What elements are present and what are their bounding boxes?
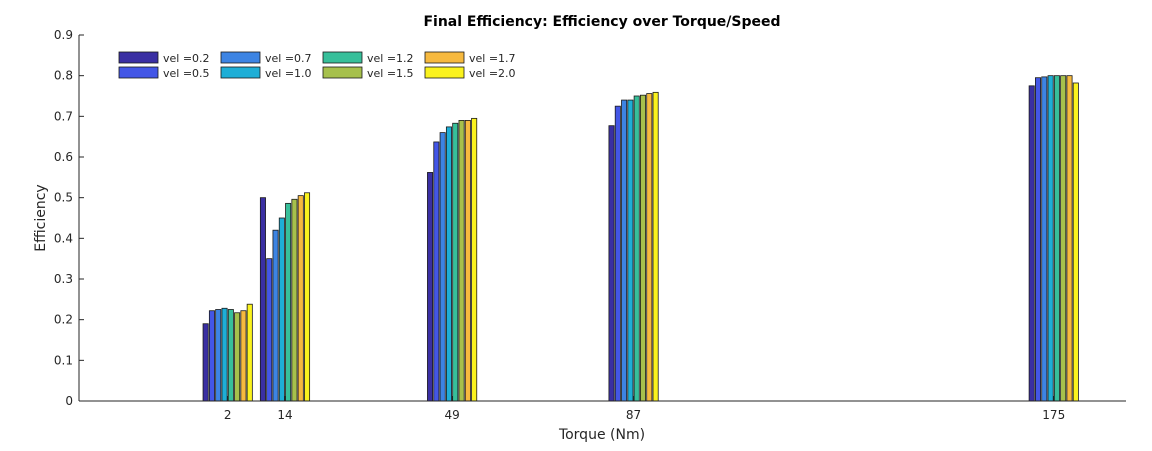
bar-175-2: [1035, 77, 1042, 402]
bar-14-8: [304, 192, 311, 402]
bar-49-1: [427, 172, 434, 402]
bar-2-8: [246, 303, 253, 402]
y-tick-label: 0.4: [54, 231, 73, 245]
y-tick-label: 0.7: [54, 109, 73, 123]
legend-swatch: [424, 51, 465, 64]
x-axis-title: Torque (Nm): [558, 427, 645, 443]
bar-87-5: [633, 95, 640, 402]
bar-87-3: [621, 99, 628, 402]
bar-175-4: [1047, 75, 1054, 402]
y-tick-label: 0: [65, 394, 73, 408]
bar-49-7: [464, 120, 471, 402]
y-tick-label: 0.9: [54, 28, 73, 42]
bar-87-1: [608, 125, 615, 402]
legend-label: vel =0.7: [265, 52, 312, 65]
bar-14-7: [297, 195, 304, 402]
bar-87-7: [646, 93, 653, 402]
bar-175-1: [1028, 85, 1035, 402]
bar-group: [202, 75, 1079, 402]
legend-swatch: [424, 66, 465, 79]
bar-2-7: [240, 310, 247, 402]
bar-14-4: [278, 217, 285, 402]
y-tick-label: 0.6: [54, 150, 73, 164]
bar-14-6: [291, 198, 298, 402]
legend-label: vel =2.0: [469, 67, 516, 80]
legend-swatch: [118, 66, 159, 79]
y-tick-label: 0.3: [54, 272, 73, 286]
legend-label: vel =1.5: [367, 67, 414, 80]
bar-87-8: [652, 91, 659, 402]
y-tick-label: 0.1: [54, 353, 73, 367]
bar-2-5: [227, 309, 234, 402]
legend-swatch: [322, 51, 363, 64]
bar-2-1: [202, 323, 209, 402]
bar-49-2: [433, 141, 440, 402]
bar-14-5: [285, 202, 292, 402]
bar-49-3: [439, 132, 446, 402]
x-tick-label: 2: [224, 408, 232, 422]
legend-label: vel =0.2: [163, 52, 210, 65]
y-axis-title: Efficiency: [33, 184, 49, 251]
bar-175-8: [1072, 82, 1079, 402]
legend: vel =0.2 vel =0.5 vel =0.7 vel =1.0 vel =1.2…: [118, 51, 516, 80]
legend-swatch: [220, 66, 261, 79]
y-tick-label: 0.2: [54, 313, 73, 327]
bar-2-2: [208, 310, 215, 402]
x-tick-label: 49: [444, 408, 459, 422]
bar-2-3: [215, 309, 222, 402]
bar-14-1: [259, 197, 266, 402]
legend-label: vel =1.2: [367, 52, 414, 65]
legend-swatch: [220, 51, 261, 64]
bar-49-8: [471, 117, 478, 402]
bar-175-3: [1041, 76, 1048, 402]
x-tick-label: 87: [626, 408, 641, 422]
legend-swatch: [118, 51, 159, 64]
x-tick-label: 175: [1042, 408, 1065, 422]
legend-label: vel =1.7: [469, 52, 516, 65]
bar-175-6: [1060, 75, 1067, 402]
axes: 0 0.1 0.2 0.3 0.4 0.5 0.6 0.7 0.8 0.9 2 14 49 87 175: [54, 28, 1126, 422]
bar-14-3: [272, 229, 279, 402]
bar-2-4: [221, 307, 228, 402]
bar-175-7: [1066, 75, 1073, 402]
bar-49-6: [458, 120, 465, 402]
legend-label: vel =0.5: [163, 67, 210, 80]
y-tick-label: 0.8: [54, 69, 73, 83]
bar-49-4: [445, 126, 452, 402]
bar-87-6: [640, 94, 647, 402]
bar-14-2: [266, 258, 273, 402]
bar-87-4: [627, 99, 634, 402]
bar-2-6: [234, 312, 241, 402]
legend-label: vel =1.0: [265, 67, 312, 80]
chart-title: Final Efficiency: Efficiency over Torque…: [423, 14, 780, 30]
legend-swatch: [322, 66, 363, 79]
bar-175-5: [1053, 75, 1060, 402]
bar-87-2: [614, 105, 621, 402]
x-tick-label: 14: [277, 408, 292, 422]
y-tick-label: 0.5: [54, 191, 73, 205]
bar-49-5: [452, 122, 459, 402]
